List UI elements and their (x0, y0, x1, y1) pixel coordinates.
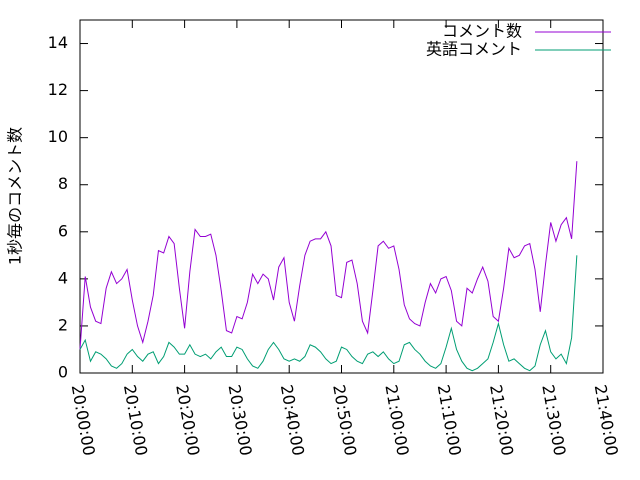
y-tick-label: 14 (48, 33, 68, 52)
y-tick-label: 0 (58, 363, 68, 382)
y-tick-label: 12 (48, 80, 68, 99)
y-tick-label: 10 (48, 127, 68, 146)
y-tick-label: 2 (58, 315, 68, 334)
y-tick-label: 4 (58, 268, 68, 287)
legend-label: コメント数 (442, 22, 522, 41)
y-tick-label: 6 (58, 221, 68, 240)
y-tick-label: 8 (58, 174, 68, 193)
y-axis-label: 1秒毎のコメント数 (6, 127, 25, 265)
series-line (79, 161, 578, 350)
series-line (79, 255, 578, 372)
legend-label: 英語コメント (426, 40, 522, 59)
